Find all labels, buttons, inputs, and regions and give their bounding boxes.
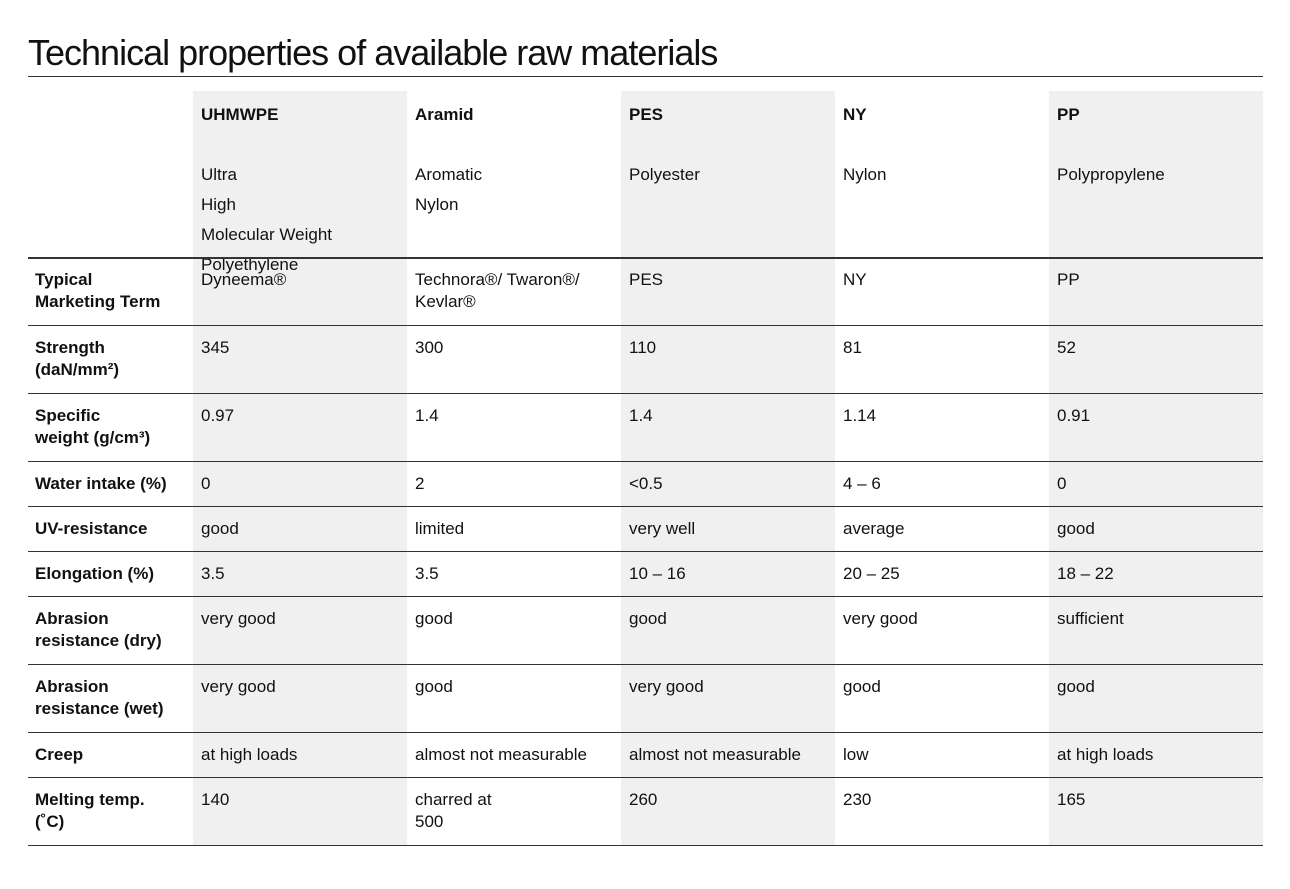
cell: 1.4 [415, 406, 439, 425]
cell: 3.5 [201, 564, 225, 583]
row-label: (daN/mm²) [35, 360, 120, 379]
cell: 2 [415, 474, 425, 493]
cell: very well [629, 519, 696, 538]
column-description: Aromatic [415, 165, 483, 184]
row-rule [28, 596, 1263, 597]
row-label: Abrasion [35, 609, 109, 628]
row-rule [28, 551, 1263, 552]
column-name: UHMWPE [201, 105, 279, 124]
cell: good [1057, 519, 1095, 538]
column-description: Polyethylene [201, 255, 299, 274]
cell: 3.5 [415, 564, 439, 583]
cell: low [843, 745, 869, 764]
cell: good [415, 609, 453, 628]
title: Technical properties of available raw ma… [28, 32, 718, 73]
cell: Kevlar® [415, 292, 476, 311]
row-label: Melting temp. [35, 790, 145, 809]
cell: 500 [415, 812, 444, 831]
row-label: resistance (dry) [35, 631, 162, 650]
cell: 20 – 25 [843, 564, 900, 583]
cell: good [415, 677, 453, 696]
cell: 52 [1057, 338, 1076, 357]
cell: charred at [415, 790, 492, 809]
cell: <0.5 [629, 474, 663, 493]
row-label: UV-resistance [35, 519, 148, 538]
row-label: Typical [35, 270, 93, 289]
cell: 0 [1057, 474, 1067, 493]
row-label: Strength [35, 338, 105, 357]
cell: 0.97 [201, 406, 235, 425]
cell: very good [201, 677, 276, 696]
cell: almost not measurable [415, 745, 587, 764]
cell: at high loads [201, 745, 298, 764]
column-name: NY [843, 105, 867, 124]
cell: almost not measurable [629, 745, 801, 764]
row-rule [28, 461, 1263, 462]
cell: Technora®/ Twaron®/ [415, 270, 580, 289]
column-shade [193, 91, 407, 845]
cell: good [629, 609, 667, 628]
row-label: Abrasion [35, 677, 109, 696]
row-label: resistance (wet) [35, 699, 164, 718]
cell: 10 – 16 [629, 564, 686, 583]
cell: very good [201, 609, 276, 628]
cell: 4 – 6 [843, 474, 881, 493]
cell: good [201, 519, 239, 538]
cell: 260 [629, 790, 658, 809]
cell: 18 – 22 [1057, 564, 1114, 583]
column-description: High [201, 195, 236, 214]
cell: 0.91 [1057, 406, 1091, 425]
cell: 110 [629, 338, 657, 357]
row-rule [28, 777, 1263, 778]
cell: average [843, 519, 905, 538]
cell: good [1057, 677, 1095, 696]
title-rule [28, 76, 1263, 77]
column-name: PP [1057, 105, 1080, 124]
cell: 300 [415, 338, 444, 357]
cell: Dyneema® [201, 270, 287, 289]
row-rule [28, 664, 1263, 665]
row-label: Specific [35, 406, 101, 425]
row-label: (˚C) [35, 812, 65, 831]
cell: 1.14 [843, 406, 877, 425]
row-rule [28, 257, 1263, 259]
column-description: Polyester [629, 165, 700, 184]
cell: 140 [201, 790, 230, 809]
cell: 230 [843, 790, 872, 809]
column-shade [621, 91, 835, 845]
column-shade [1049, 91, 1263, 845]
row-rule [28, 325, 1263, 326]
cell: limited [415, 519, 465, 538]
cell: NY [843, 270, 867, 289]
row-rule [28, 506, 1263, 507]
cell: PES [629, 270, 664, 289]
cell: 0 [201, 474, 211, 493]
row-rule [28, 393, 1263, 394]
row-label: Marketing Term [35, 292, 161, 311]
cell: very good [629, 677, 704, 696]
column-description: Molecular Weight [201, 225, 333, 244]
column-description: Nylon [415, 195, 459, 214]
column-name: PES [629, 105, 664, 124]
row-label: Elongation (%) [35, 564, 154, 583]
row-label: Water intake (%) [35, 474, 167, 493]
column-description: Ultra [201, 165, 237, 184]
column-name: Aramid [415, 105, 474, 124]
cell: good [843, 677, 881, 696]
row-rule [28, 845, 1263, 846]
cell: sufficient [1057, 609, 1124, 628]
column-description: Polypropylene [1057, 165, 1165, 184]
cell: at high loads [1057, 745, 1154, 764]
cell: 165 [1057, 790, 1086, 809]
column-description: Nylon [843, 165, 887, 184]
cell: 81 [843, 338, 862, 357]
row-label: Creep [35, 745, 84, 764]
cell: 1.4 [629, 406, 653, 425]
row-label: weight (g/cm³) [35, 428, 151, 447]
cell: very good [843, 609, 918, 628]
cell: 345 [201, 338, 230, 357]
row-rule [28, 732, 1263, 733]
cell: PP [1057, 270, 1080, 289]
